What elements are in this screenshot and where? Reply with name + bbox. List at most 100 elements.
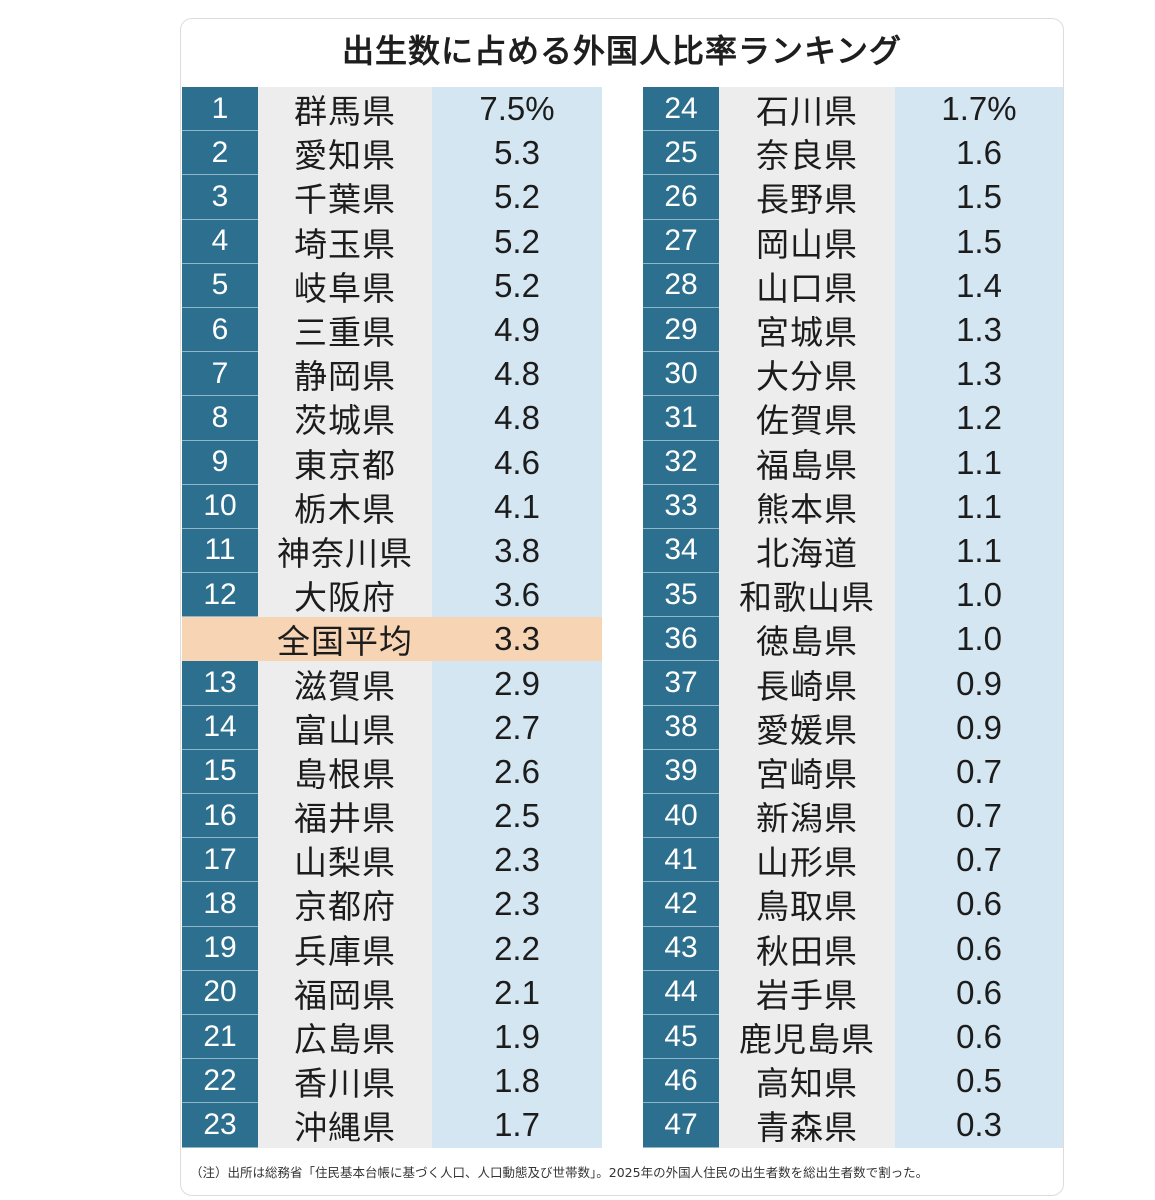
rank-cell: 29 bbox=[643, 307, 719, 353]
value-cell: 0.6 bbox=[895, 926, 1063, 971]
table-row: 43 秋田県 0.6 bbox=[643, 926, 1063, 971]
rank-cell: 1 bbox=[182, 87, 258, 132]
table-row: 21 広島県 1.9 bbox=[182, 1014, 602, 1060]
prefecture-cell: 山形県 bbox=[719, 838, 895, 883]
rank-cell: 9 bbox=[182, 440, 258, 485]
rank-cell: 45 bbox=[643, 1014, 719, 1060]
table-row: 30 大分県 1.3 bbox=[643, 352, 1063, 397]
value-cell: 1.6 bbox=[895, 131, 1063, 176]
value-cell: 1.2 bbox=[895, 396, 1063, 441]
rank-cell: 31 bbox=[643, 396, 719, 441]
table-row: 32 福島県 1.1 bbox=[643, 440, 1063, 485]
prefecture-cell: 青森県 bbox=[719, 1103, 895, 1148]
rank-cell: 40 bbox=[643, 794, 719, 839]
table-row: 16 福井県 2.5 bbox=[182, 794, 602, 839]
source-note: （注）出所は総務省「住民基本台帳に基づく人口、人口動態及び世帯数」。2025年の… bbox=[190, 1165, 929, 1180]
prefecture-cell: 福島県 bbox=[719, 440, 895, 485]
prefecture-cell: 新潟県 bbox=[719, 794, 895, 839]
table-row: 34 北海道 1.1 bbox=[643, 528, 1063, 574]
prefecture-cell: 香川県 bbox=[258, 1059, 432, 1104]
prefecture-cell: 栃木県 bbox=[258, 484, 432, 529]
table-row: 40 新潟県 0.7 bbox=[643, 794, 1063, 839]
value-cell: 5.3 bbox=[432, 131, 602, 176]
rank-cell: 39 bbox=[643, 749, 719, 794]
ranking-table-right: 24 石川県 1.7% 25 奈良県 1.6 26 長野県 1.5 27 岡山県 1.5 28 山口県 1.… bbox=[643, 87, 1063, 1148]
value-cell: 1.5 bbox=[895, 219, 1063, 264]
value-cell: 1.9 bbox=[432, 1014, 602, 1060]
rank-cell: 37 bbox=[643, 661, 719, 706]
table-row: 3 千葉県 5.2 bbox=[182, 175, 602, 220]
prefecture-cell: 愛知県 bbox=[258, 131, 432, 176]
rank-cell: 10 bbox=[182, 484, 258, 529]
value-cell: 0.9 bbox=[895, 705, 1063, 750]
rank-cell: 24 bbox=[643, 87, 719, 132]
table-row: 8 茨城県 4.8 bbox=[182, 396, 602, 441]
rank-cell: 28 bbox=[643, 263, 719, 308]
table-row: 31 佐賀県 1.2 bbox=[643, 396, 1063, 441]
prefecture-cell: 長崎県 bbox=[719, 661, 895, 706]
table-row: 23 沖縄県 1.7 bbox=[182, 1103, 602, 1148]
rank-cell: 14 bbox=[182, 705, 258, 750]
value-cell: 4.6 bbox=[432, 440, 602, 485]
value-cell: 2.3 bbox=[432, 882, 602, 927]
value-cell: 1.4 bbox=[895, 263, 1063, 308]
table-row: 46 高知県 0.5 bbox=[643, 1059, 1063, 1104]
prefecture-cell: 富山県 bbox=[258, 705, 432, 750]
value-cell: 1.0 bbox=[895, 617, 1063, 662]
prefecture-cell: 全国平均 bbox=[258, 617, 432, 662]
value-cell: 4.8 bbox=[432, 352, 602, 397]
prefecture-cell: 静岡県 bbox=[258, 352, 432, 397]
prefecture-cell: 山口県 bbox=[719, 263, 895, 308]
rank-cell: 33 bbox=[643, 484, 719, 529]
table-row: 38 愛媛県 0.9 bbox=[643, 705, 1063, 750]
prefecture-cell: 神奈川県 bbox=[258, 528, 432, 574]
rank-cell: 5 bbox=[182, 263, 258, 308]
prefecture-cell: 徳島県 bbox=[719, 617, 895, 662]
prefecture-cell: 宮崎県 bbox=[719, 749, 895, 794]
table-row: 7 静岡県 4.8 bbox=[182, 352, 602, 397]
prefecture-cell: 秋田県 bbox=[719, 926, 895, 971]
rank-cell: 19 bbox=[182, 926, 258, 971]
prefecture-cell: 高知県 bbox=[719, 1059, 895, 1104]
value-cell: 0.6 bbox=[895, 882, 1063, 927]
value-cell: 2.5 bbox=[432, 794, 602, 839]
prefecture-cell: 福井県 bbox=[258, 794, 432, 839]
rank-cell: 35 bbox=[643, 573, 719, 618]
rank-cell: 41 bbox=[643, 838, 719, 883]
value-cell: 5.2 bbox=[432, 263, 602, 308]
rank-cell: 43 bbox=[643, 926, 719, 971]
value-cell: 0.7 bbox=[895, 838, 1063, 883]
value-cell: 0.9 bbox=[895, 661, 1063, 706]
rank-cell: 4 bbox=[182, 219, 258, 264]
table-row: 42 鳥取県 0.6 bbox=[643, 882, 1063, 927]
prefecture-cell: 京都府 bbox=[258, 882, 432, 927]
prefecture-cell: 山梨県 bbox=[258, 838, 432, 883]
table-row: 18 京都府 2.3 bbox=[182, 882, 602, 927]
value-cell: 0.7 bbox=[895, 749, 1063, 794]
rank-cell: 47 bbox=[643, 1103, 719, 1148]
table-row: 47 青森県 0.3 bbox=[643, 1103, 1063, 1148]
rank-cell: 30 bbox=[643, 352, 719, 397]
prefecture-cell: 島根県 bbox=[258, 749, 432, 794]
rank-cell: 21 bbox=[182, 1014, 258, 1060]
prefecture-cell: 熊本県 bbox=[719, 484, 895, 529]
rank-cell: 12 bbox=[182, 573, 258, 618]
value-cell: 2.2 bbox=[432, 926, 602, 971]
table-row: 35 和歌山県 1.0 bbox=[643, 573, 1063, 618]
rank-cell: 2 bbox=[182, 131, 258, 176]
value-cell: 0.7 bbox=[895, 794, 1063, 839]
rank-cell: 34 bbox=[643, 528, 719, 574]
rank-cell: 23 bbox=[182, 1103, 258, 1148]
prefecture-cell: 宮城県 bbox=[719, 307, 895, 353]
rank-cell: 32 bbox=[643, 440, 719, 485]
rank-cell: 25 bbox=[643, 131, 719, 176]
prefecture-cell: 東京都 bbox=[258, 440, 432, 485]
prefecture-cell: 大阪府 bbox=[258, 573, 432, 618]
rank-cell: 7 bbox=[182, 352, 258, 397]
rank-cell: 13 bbox=[182, 661, 258, 706]
value-cell: 0.6 bbox=[895, 970, 1063, 1015]
table-row: 26 長野県 1.5 bbox=[643, 175, 1063, 220]
prefecture-cell: 三重県 bbox=[258, 307, 432, 353]
value-cell: 1.1 bbox=[895, 440, 1063, 485]
rank-cell: 6 bbox=[182, 307, 258, 353]
